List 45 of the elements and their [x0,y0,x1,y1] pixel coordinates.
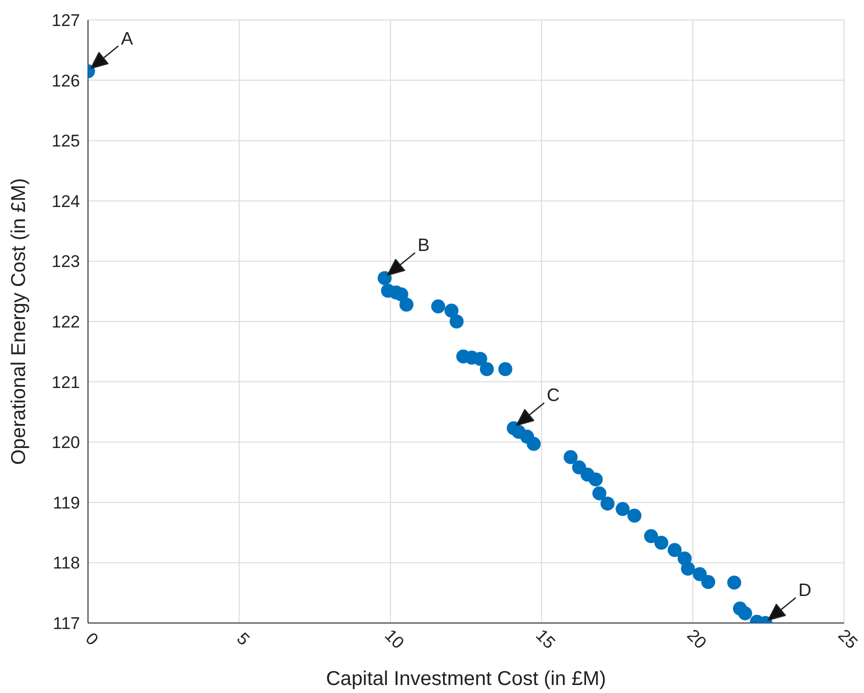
y-axis-title: Operational Energy Cost (in £M) [8,178,30,465]
x-axis-title: Capital Investment Cost (in £M) [326,668,606,690]
point [564,450,578,464]
point [644,529,658,544]
x-tick-label: 0 [82,629,102,650]
y-tick-label: 117 [52,614,80,634]
annotation: B [418,235,430,256]
point [378,271,392,286]
y-tick-label: 119 [52,493,80,512]
point [444,304,458,318]
x-tick-label: 20 [683,626,710,653]
annotation: A [121,28,134,48]
y-tick-label: 121 [52,372,80,392]
point [588,472,603,486]
point [654,536,668,550]
point [600,496,615,511]
y-tick-label: 118 [52,554,80,573]
y-tick-label: 124 [52,192,80,211]
y-tick-label: 122 [52,312,80,332]
point [738,606,752,620]
y-tick-label: 125 [52,132,80,151]
x-tick-label: 10 [380,626,408,653]
y-tick-label: 126 [52,71,80,90]
y-tick-label: 120 [52,433,80,452]
annotation: D [798,580,812,600]
x-tick-label: 5 [233,629,254,650]
point [399,298,414,312]
x-tick-label: 15 [532,626,559,653]
y-tick-label: 127 [52,11,80,30]
point [668,543,682,558]
point [498,362,512,376]
point [473,352,488,366]
point [431,299,446,314]
y-tick-label: 123 [52,252,80,272]
point [692,567,707,582]
point [526,436,541,451]
annotation: C [546,385,560,406]
point [480,362,494,376]
point [627,508,642,523]
point [616,502,630,516]
point [450,314,464,328]
point [680,562,695,576]
point [592,486,606,500]
point [701,574,716,589]
point [727,576,742,590]
